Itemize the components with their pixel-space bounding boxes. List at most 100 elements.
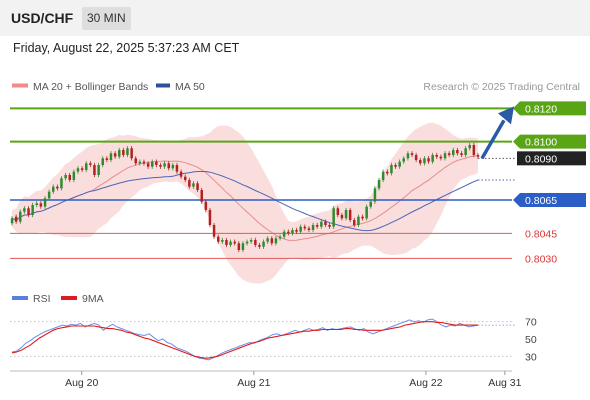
candle-body <box>460 153 463 155</box>
ma20-legend-label: MA 20 + Bollinger Bands <box>33 81 148 93</box>
candle-body <box>130 148 133 159</box>
candle-body <box>122 150 125 155</box>
candle-body <box>184 176 187 180</box>
candle-body <box>159 165 162 167</box>
x-tick-label: Aug 21 <box>237 377 270 389</box>
rsi-line <box>11 318 479 361</box>
ma9-legend-label: 9MA <box>82 293 104 305</box>
candle-body <box>56 186 59 189</box>
candle-body <box>237 243 241 250</box>
forecast-arrow <box>480 106 514 160</box>
candle-body <box>320 221 323 227</box>
candle-body <box>344 210 348 219</box>
candle-body <box>167 163 170 169</box>
candle-body <box>377 180 381 189</box>
candle-body <box>414 155 418 160</box>
candlesticks <box>10 142 480 253</box>
support-label: 0.8030 <box>525 253 557 265</box>
candle-body <box>163 163 166 167</box>
candle-body <box>52 186 55 192</box>
candle-body <box>435 155 438 157</box>
candle-body <box>402 158 405 162</box>
candle-body <box>171 165 175 169</box>
support-label: 0.8045 <box>525 228 557 240</box>
candle-body <box>126 148 129 155</box>
timestamp: Friday, August 22, 2025 5:37:23 AM CET <box>13 41 240 55</box>
candle-body <box>175 165 179 172</box>
candle-body <box>14 216 18 222</box>
candle-body <box>311 225 315 230</box>
candle-body <box>431 155 434 162</box>
candle-body <box>192 183 195 187</box>
candle-body <box>212 225 216 237</box>
candle-body <box>443 153 447 159</box>
candle-body <box>394 165 397 167</box>
candle-body <box>118 150 121 157</box>
candle-body <box>10 218 14 224</box>
candle-body <box>452 150 455 155</box>
candle-body <box>287 231 290 234</box>
currency-pair-title: USD/CHF <box>11 10 74 26</box>
candle-body <box>410 153 414 155</box>
ma20-legend-swatch <box>12 83 28 88</box>
candle-body <box>188 180 191 187</box>
candle-body <box>241 243 245 250</box>
candle-body <box>19 211 22 222</box>
candle-body <box>291 230 294 234</box>
timeframe-button[interactable]: 30 MIN <box>82 7 131 30</box>
candle-body <box>328 225 331 227</box>
candle-body <box>307 228 311 230</box>
x-tick-label: Aug 31 <box>488 377 521 389</box>
candle-body <box>60 178 63 189</box>
candle-body <box>225 240 228 245</box>
candle-body <box>336 208 340 215</box>
ma50-legend-swatch <box>156 83 170 88</box>
rsi-tick-label: 70 <box>525 317 537 329</box>
rsi-panel: 30 50 70 <box>10 317 537 363</box>
candle-body <box>97 165 100 175</box>
candle-body <box>179 171 183 177</box>
candle-body <box>270 238 274 244</box>
rsi-tick-label: 50 <box>525 334 537 346</box>
candle-body <box>419 160 422 164</box>
pivot-tag <box>513 193 586 207</box>
candle-body <box>258 245 261 247</box>
resistance-tag <box>513 134 586 149</box>
candle-body <box>23 208 26 212</box>
x-axis: Aug 20 Aug 21 Aug 22 Aug 31 <box>65 371 522 389</box>
forecast-arrow-shaft <box>480 119 506 160</box>
candle-body <box>233 241 236 244</box>
rsi-tick-label: 30 <box>525 351 537 363</box>
candle-body <box>381 171 385 180</box>
candle-body <box>295 230 298 232</box>
candle-body <box>47 191 51 199</box>
candle-body <box>27 208 30 215</box>
candle-body <box>72 171 76 180</box>
candle-body <box>262 241 265 247</box>
candle-body <box>142 161 146 164</box>
candle-body <box>204 201 208 210</box>
candle-body <box>151 161 154 167</box>
candle-body <box>357 216 360 225</box>
candle-body <box>353 220 356 225</box>
candle-body <box>138 161 142 164</box>
candle-body <box>456 150 459 154</box>
candle-body <box>109 153 113 160</box>
candle-body <box>439 156 443 159</box>
candle-body <box>245 241 249 244</box>
candle-body <box>369 201 372 207</box>
candle-body <box>324 221 327 225</box>
candle-body <box>200 190 203 202</box>
candle-body <box>423 158 426 164</box>
rsi-legend-swatch <box>12 296 28 300</box>
bollinger-band-area <box>12 122 478 284</box>
candle-body <box>398 161 401 167</box>
candle-body <box>348 210 352 220</box>
candle-body <box>93 165 96 175</box>
candle-body <box>31 205 34 215</box>
candle-body <box>386 171 389 174</box>
pivot-label: 0.8065 <box>525 195 557 207</box>
candle-body <box>35 203 38 205</box>
candle-body <box>266 238 269 242</box>
